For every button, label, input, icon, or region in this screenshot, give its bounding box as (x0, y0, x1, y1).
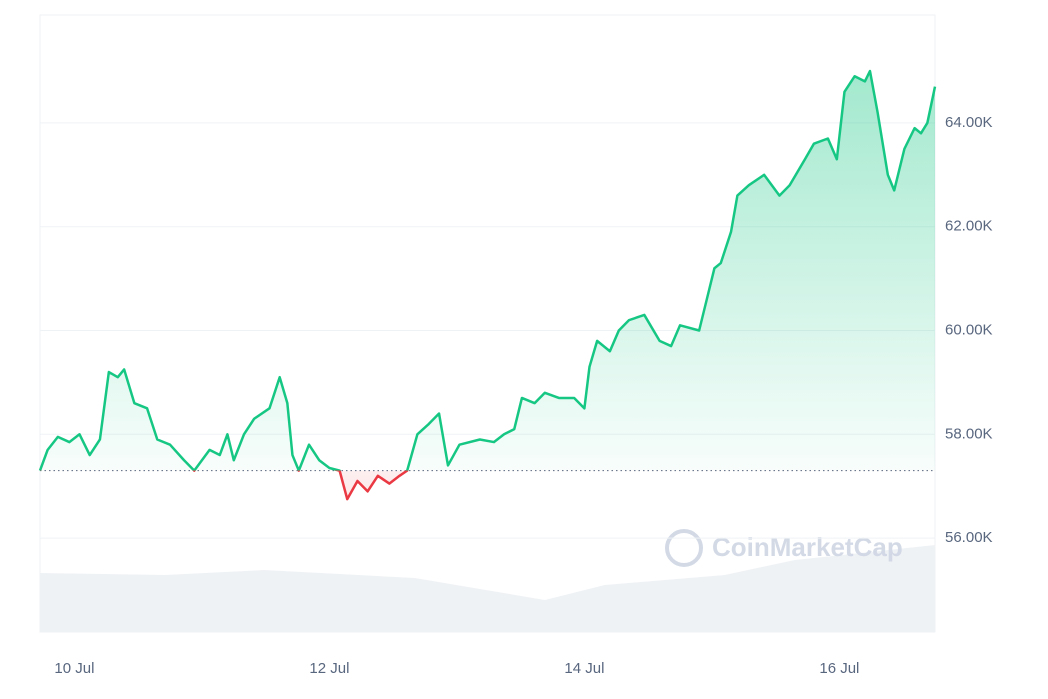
y-tick-label: 60.00K (945, 321, 993, 338)
x-tick-label: 14 Jul (564, 660, 604, 677)
watermark-text: CoinMarketCap (712, 532, 903, 562)
price-line (38, 69, 937, 501)
watermark: CoinMarketCap (665, 529, 903, 567)
x-tick-label: 16 Jul (819, 660, 859, 677)
x-tick-label: 10 Jul (54, 660, 94, 677)
watermark-logo (665, 529, 703, 567)
y-tick-label: 64.00K (945, 114, 993, 131)
x-tick-label: 12 Jul (309, 660, 349, 677)
area-fill (40, 71, 935, 500)
y-tick-label: 58.00K (945, 425, 993, 442)
volume-area (40, 545, 935, 632)
y-tick-label: 62.00K (945, 218, 993, 235)
y-tick-label: 56.00K (945, 529, 993, 546)
